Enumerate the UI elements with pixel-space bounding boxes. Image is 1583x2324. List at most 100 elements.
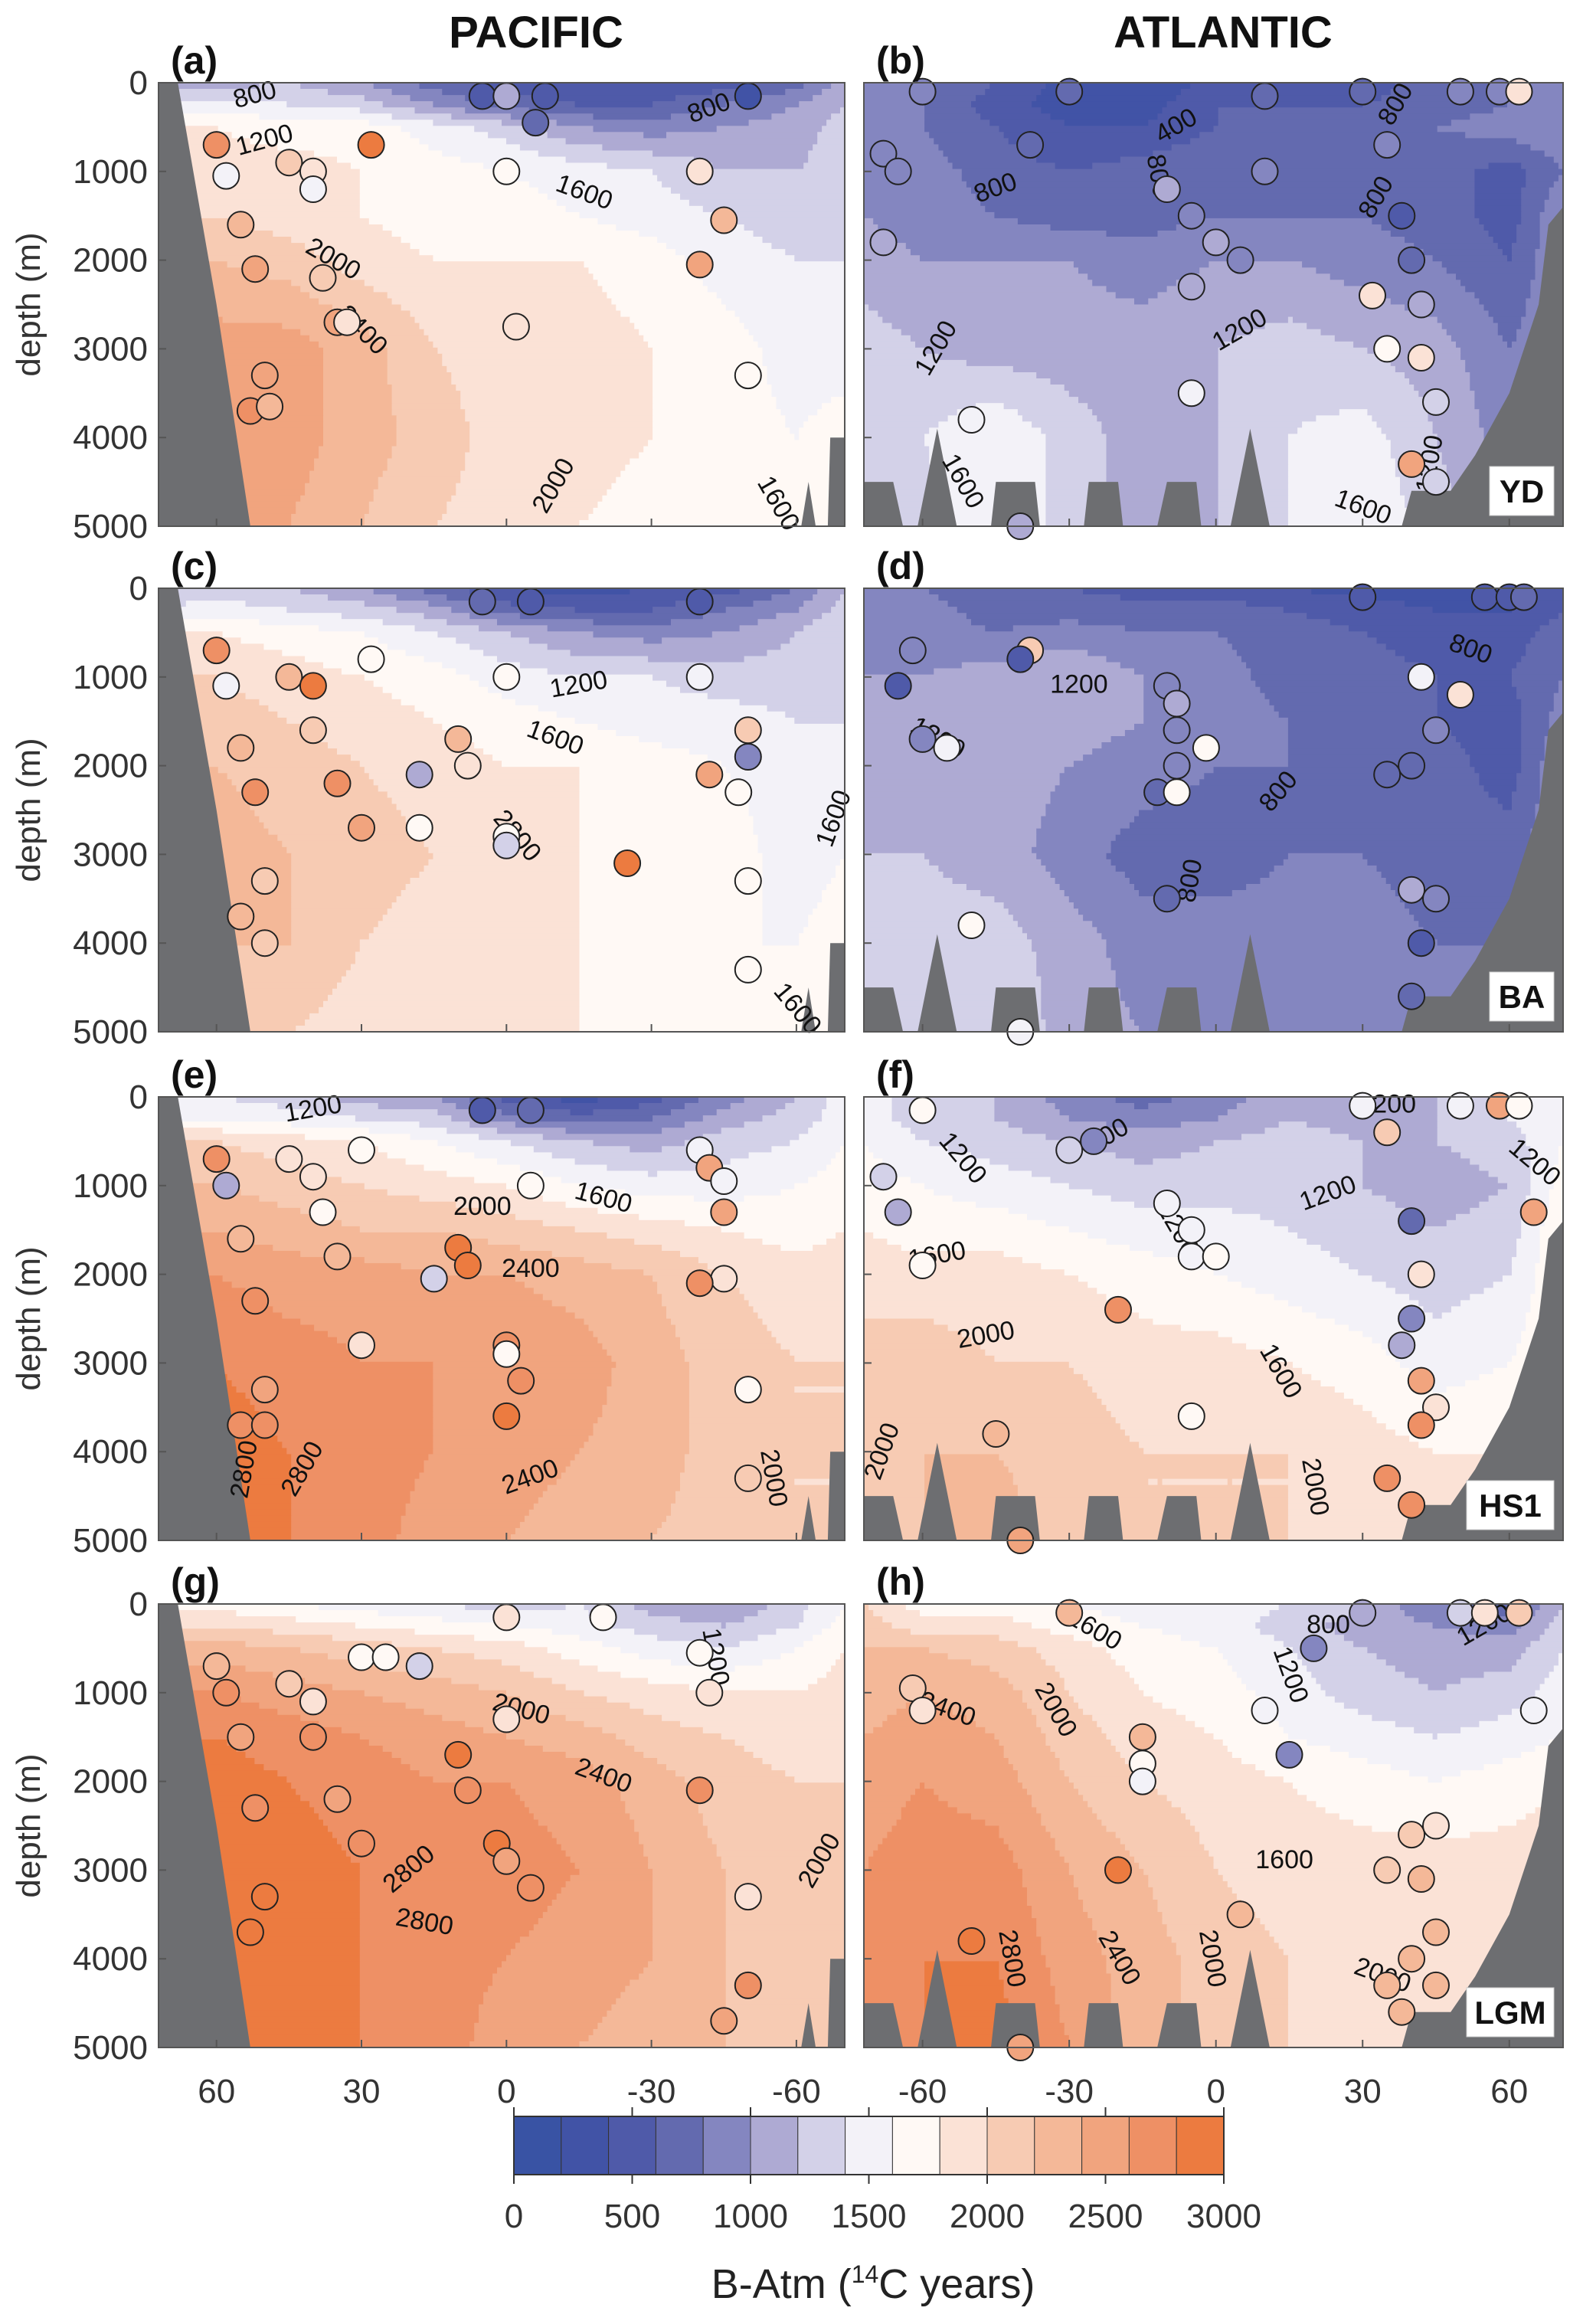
contour-band-cell [680, 1343, 781, 1350]
contour-band-cell [934, 1696, 1023, 1704]
contour-band-cell [652, 403, 777, 410]
sample-point [299, 1163, 327, 1191]
contour-band-cell [739, 1641, 804, 1648]
contour-band-cell [1041, 976, 1117, 984]
contour-band-cell [999, 1831, 1052, 1839]
contour-band-cell [864, 1146, 869, 1153]
contour-band-cell [924, 2028, 1019, 2036]
contour-band-cell [688, 1380, 845, 1387]
contour-band-cell [785, 421, 804, 428]
contour-band-cell [1050, 1628, 1163, 1635]
contour-band-cell [1521, 761, 1541, 768]
contour-band-cell [1553, 181, 1563, 188]
contour-band-cell [1521, 742, 1545, 749]
contour-band-cell [588, 513, 845, 521]
period-label: BA [1499, 979, 1545, 1015]
contour-band-cell [1507, 83, 1563, 90]
contour-band-cell [864, 1825, 893, 1833]
sample-point [522, 109, 550, 137]
contour-band-cell [533, 1146, 630, 1153]
contour-band-cell [739, 785, 845, 792]
contour-band-cell [1134, 1019, 1563, 1026]
contour-band-cell [1110, 846, 1531, 854]
contour-band-cell [1432, 933, 1513, 940]
contour-band-cell [1241, 656, 1405, 663]
contour-band-cell [291, 902, 393, 909]
contour-band-cell [359, 1924, 535, 1931]
contour-band-cell [460, 403, 653, 410]
contour-band-cell [864, 1281, 1088, 1288]
contour-band-cell [332, 304, 402, 312]
contour-band-cell [1507, 1103, 1563, 1110]
contour-band-cell [864, 915, 1014, 921]
colorbar-swatch [845, 2116, 893, 2175]
contour-band-cell [957, 409, 1019, 416]
contour-band-cell [1516, 601, 1563, 607]
contour-band-cell [1106, 476, 1219, 484]
sample-point [1373, 1464, 1401, 1492]
contour-band-cell [159, 1874, 361, 1882]
contour-band-cell [864, 1312, 1140, 1320]
sample-point [1177, 273, 1205, 301]
contour-band-cell [1474, 767, 1522, 774]
sample-point [1104, 1856, 1132, 1884]
contour-band-cell [1176, 1943, 1280, 1949]
contour-band-cell [483, 1207, 598, 1215]
contour-band-cell [227, 261, 333, 268]
contour-band-cell [159, 853, 292, 860]
contour-band-cell [864, 132, 930, 139]
contour-band-cell [433, 255, 685, 262]
contour-band-cell [584, 1720, 681, 1728]
contour-band-cell [584, 1442, 690, 1448]
contour-band-cell [864, 1128, 911, 1134]
contour-band-cell [1516, 1628, 1545, 1635]
contour-band-cell [359, 169, 507, 176]
contour-band-cell [887, 1831, 1000, 1839]
contour-band-cell [1115, 1659, 1228, 1666]
contour-band-cell [528, 1702, 630, 1710]
seafloor-bathymetry [1230, 428, 1270, 526]
contour-band-cell [1507, 89, 1563, 96]
contour-band-cell [1507, 1115, 1563, 1122]
contour-band-cell [1059, 779, 1200, 786]
contour-band-cell [350, 273, 594, 280]
contour-band-cell [864, 434, 925, 440]
contour-band-cell [794, 1355, 845, 1363]
contour-band-cell [652, 1900, 727, 1907]
contour-band-cell [277, 1201, 456, 1209]
contour-band-cell [1045, 1659, 1117, 1666]
sample-point [1505, 1599, 1533, 1627]
contour-band-cell [341, 1844, 562, 1851]
contour-band-cell [1539, 1684, 1563, 1691]
sample-point [202, 131, 231, 159]
contour-band-cell [864, 520, 949, 526]
contour-band-cell [971, 619, 1061, 626]
contour-band-cell [1008, 1466, 1289, 1474]
contour-band-cell [319, 1720, 466, 1728]
contour-band-cell [1036, 964, 1112, 971]
contour-band-cell [767, 705, 845, 712]
contour-band-cell [994, 1115, 1070, 1122]
contour-band-cell [483, 1998, 617, 2005]
contour-band-cell [915, 1134, 1046, 1141]
contour-band-cell [584, 1257, 699, 1264]
contour-band-cell [675, 1770, 786, 1777]
seafloor-bathymetry [159, 588, 250, 1032]
contour-band-cell [744, 797, 845, 804]
contour-band-cell [1446, 329, 1499, 336]
contour-band-cell [579, 1000, 845, 1008]
contour-band-cell [305, 489, 374, 496]
contour-band-cell [556, 119, 750, 126]
contour-band-cell [159, 243, 306, 250]
contour-band-cell [593, 619, 672, 626]
seafloor-bathymetry [864, 2003, 904, 2047]
contour-band-cell [263, 1300, 553, 1307]
contour-band-cell [451, 1115, 489, 1122]
contour-band-cell [1050, 1979, 1112, 1987]
contour-band-cell [1106, 1647, 1219, 1654]
contour-band-cell [680, 1251, 845, 1258]
contour-band-cell [1017, 218, 1200, 225]
contour-band-cell [396, 896, 581, 903]
contour-band-cell [762, 871, 836, 879]
x-tick-label: -30 [1045, 2073, 1094, 2110]
